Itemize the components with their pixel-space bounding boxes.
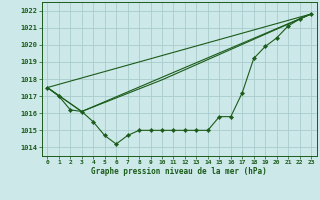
- X-axis label: Graphe pression niveau de la mer (hPa): Graphe pression niveau de la mer (hPa): [91, 167, 267, 176]
